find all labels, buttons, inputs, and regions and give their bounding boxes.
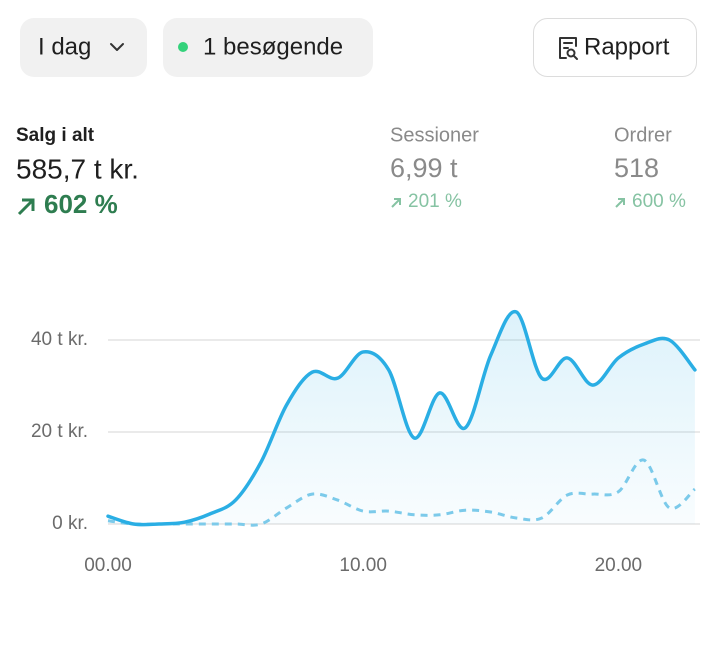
chevron-icon	[110, 43, 124, 51]
metric-value: 585,7 t kr.	[16, 153, 139, 184]
metric-label: Sessioner	[390, 124, 479, 146]
y-tick-label: 20 t kr.	[31, 421, 88, 442]
x-tick-label: 10.00	[339, 555, 387, 576]
metric-change: 602 %	[44, 189, 118, 219]
period-label: I dag	[38, 33, 91, 60]
metric-label: Salg i alt	[16, 125, 95, 146]
metric[interactable]: Sessioner 6,99 t 201 %	[390, 124, 479, 212]
metric-label: Ordrer	[614, 124, 672, 146]
area	[108, 311, 695, 525]
y-tick-label: 40 t kr.	[31, 329, 88, 350]
trend-arrow	[391, 198, 401, 208]
sales-chart: 0 kr. 20 t kr. 40 t kr. 00.00 10.00 20.00	[31, 310, 700, 576]
visitors-label: 1 besøgende	[203, 33, 343, 60]
metric-change: 600 %	[632, 191, 686, 212]
live-dot	[178, 42, 188, 52]
period-button[interactable]: I dag	[20, 18, 147, 77]
visitors-button[interactable]: 1 besøgende	[163, 18, 373, 77]
button-bg	[533, 18, 697, 77]
report-button[interactable]: Rapport	[533, 18, 697, 77]
x-tick-label: 00.00	[84, 555, 132, 576]
button-bg	[20, 18, 147, 77]
metric-change: 201 %	[408, 191, 462, 212]
metric[interactable]: Ordrer 518 600 %	[614, 124, 686, 212]
metric[interactable]: Salg i alt 585,7 t kr. 602 %	[16, 125, 139, 219]
line	[106, 310, 697, 527]
trend-arrow	[615, 198, 625, 208]
metric-value: 518	[614, 153, 659, 183]
metric-value: 6,99 t	[390, 153, 458, 183]
report-label: Rapport	[584, 33, 670, 60]
report-icon	[559, 37, 578, 60]
button-bg	[163, 18, 373, 77]
x-tick-label: 20.00	[595, 555, 643, 576]
trend-arrow	[17, 198, 35, 216]
y-tick-label: 0 kr.	[52, 513, 88, 534]
